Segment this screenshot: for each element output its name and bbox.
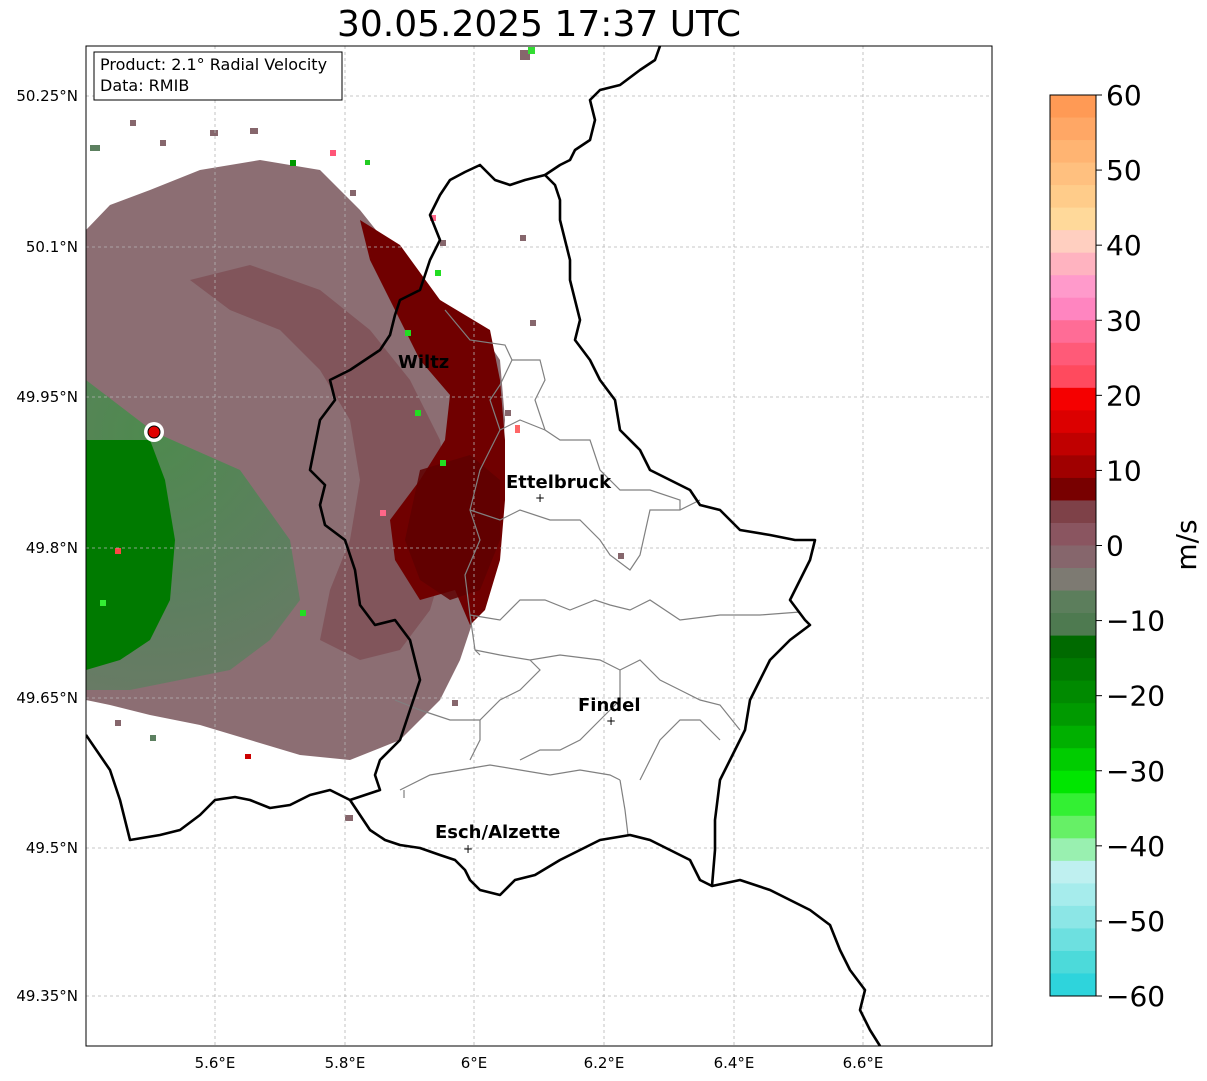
colorbar-band xyxy=(1050,185,1096,209)
colorbar-tick-label: −10 xyxy=(1106,605,1165,638)
x-tick-label: 6.2°E xyxy=(584,1054,625,1072)
city-findel: Findel + xyxy=(578,695,641,728)
city-marker-ettelbruck: + xyxy=(535,491,545,505)
colorbar-bands xyxy=(1050,95,1096,997)
echo-speckles xyxy=(90,47,624,821)
lat-lon-grid xyxy=(86,46,992,1046)
colorbar-tick-label: −50 xyxy=(1106,905,1165,938)
colorbar-band xyxy=(1050,500,1096,524)
city-label-findel: Findel xyxy=(578,695,641,716)
colorbar-band xyxy=(1050,725,1096,749)
plot-frame xyxy=(85,45,993,1047)
colorbar-band xyxy=(1050,432,1096,456)
colorbar-band xyxy=(1050,140,1096,164)
echo-strong-green-region xyxy=(86,440,175,670)
colorbar-band xyxy=(1050,342,1096,366)
city-wiltz: Wiltz xyxy=(398,352,449,373)
colorbar-band xyxy=(1050,95,1096,119)
city-label-wiltz: Wiltz xyxy=(398,352,449,373)
colorbar-band xyxy=(1050,522,1096,546)
city-marker-findel: + xyxy=(606,714,616,728)
colorbar-tick-label: 50 xyxy=(1106,154,1142,187)
city-marker-esch-alzette: + xyxy=(463,842,473,856)
colorbar-band xyxy=(1050,703,1096,727)
x-tick-label: 5.6°E xyxy=(195,1054,236,1072)
colorbar-tick-label: 40 xyxy=(1106,229,1142,262)
info-box: Product: 2.1° Radial Velocity Data: RMIB xyxy=(93,51,343,101)
city-label-ettelbruck: Ettelbruck xyxy=(506,472,612,493)
colorbar-band xyxy=(1050,365,1096,389)
colorbar-band xyxy=(1050,950,1096,974)
colorbar-band xyxy=(1050,477,1096,501)
colorbar-band xyxy=(1050,613,1096,637)
colorbar: 60 50 40 30 20 10 0 −10 −20 −30 −40 −50 −60 m/s xyxy=(1049,80,1203,1013)
colorbar-band xyxy=(1050,770,1096,794)
colorbar-band xyxy=(1050,928,1096,952)
info-data: Data: RMIB xyxy=(100,76,189,95)
colorbar-band xyxy=(1050,973,1096,997)
radar-site-marker xyxy=(144,422,164,442)
map-title: 30.05.2025 17:37 UTC xyxy=(336,4,742,45)
colorbar-band xyxy=(1050,590,1096,614)
colorbar-band xyxy=(1050,117,1096,141)
colorbar-band xyxy=(1050,905,1096,929)
colorbar-tick-label: 60 xyxy=(1106,80,1142,112)
y-axis-ticks: 50.25°N 50.1°N 49.95°N 49.8°N 49.65°N 49… xyxy=(16,87,78,1005)
colorbar-tick-label: −60 xyxy=(1106,980,1165,1013)
y-tick-label: 49.95°N xyxy=(16,388,78,406)
x-tick-label: 5.8°E xyxy=(325,1054,366,1072)
y-tick-label: 49.5°N xyxy=(26,839,78,857)
colorbar-band xyxy=(1050,162,1096,186)
colorbar-band xyxy=(1050,230,1096,254)
city-label-esch-alzette: Esch/Alzette xyxy=(435,822,560,843)
colorbar-band xyxy=(1050,568,1096,592)
y-tick-label: 50.25°N xyxy=(16,87,78,105)
colorbar-band xyxy=(1050,815,1096,839)
x-tick-label: 6.6°E xyxy=(843,1054,884,1072)
colorbar-tick-label: −30 xyxy=(1106,755,1165,788)
colorbar-label: m/s xyxy=(1170,519,1203,570)
x-tick-label: 6°E xyxy=(461,1054,488,1072)
y-tick-label: 49.8°N xyxy=(26,539,78,557)
y-tick-label: 49.35°N xyxy=(16,987,78,1005)
y-tick-label: 50.1°N xyxy=(26,238,78,256)
x-tick-label: 6.4°E xyxy=(714,1054,755,1072)
echo-dark-red-core xyxy=(405,455,500,600)
colorbar-ticks: 60 50 40 30 20 10 0 −10 −20 −30 −40 −50 −60 xyxy=(1096,80,1165,1013)
colorbar-band xyxy=(1050,658,1096,682)
colorbar-band xyxy=(1050,252,1096,276)
colorbar-tick-label: 0 xyxy=(1106,530,1124,563)
colorbar-band xyxy=(1050,455,1096,479)
x-axis-ticks: 5.6°E 5.8°E 6°E 6.2°E 6.4°E 6.6°E xyxy=(195,1054,884,1072)
colorbar-tick-label: 20 xyxy=(1106,379,1142,412)
colorbar-band xyxy=(1050,793,1096,817)
echo-reddish-region xyxy=(190,265,450,660)
colorbar-band xyxy=(1050,680,1096,704)
canton-borders xyxy=(394,309,801,836)
colorbar-band xyxy=(1050,635,1096,659)
national-borders xyxy=(86,46,882,1046)
colorbar-band xyxy=(1050,275,1096,299)
colorbar-tick-label: 10 xyxy=(1106,454,1142,487)
colorbar-band xyxy=(1050,860,1096,884)
city-ettelbruck: Ettelbruck + xyxy=(506,472,612,505)
colorbar-band xyxy=(1050,410,1096,434)
radar-map: Wiltz Ettelbruck + Findel + Esch/Alzette… xyxy=(16,45,993,1072)
y-tick-label: 49.65°N xyxy=(16,689,78,707)
colorbar-band xyxy=(1050,748,1096,772)
colorbar-band xyxy=(1050,838,1096,862)
velocity-field xyxy=(86,47,624,821)
colorbar-tick-label: 30 xyxy=(1106,304,1142,337)
colorbar-band xyxy=(1050,387,1096,411)
colorbar-band xyxy=(1050,320,1096,344)
colorbar-band xyxy=(1050,207,1096,231)
colorbar-band xyxy=(1050,297,1096,321)
colorbar-tick-label: −40 xyxy=(1106,830,1165,863)
plot-area: Wiltz Ettelbruck + Findel + Esch/Alzette… xyxy=(86,46,992,1046)
colorbar-band xyxy=(1050,545,1096,569)
info-product: Product: 2.1° Radial Velocity xyxy=(100,55,327,74)
colorbar-band xyxy=(1050,883,1096,907)
colorbar-tick-label: −20 xyxy=(1106,680,1165,713)
city-esch-alzette: Esch/Alzette + xyxy=(435,822,560,856)
